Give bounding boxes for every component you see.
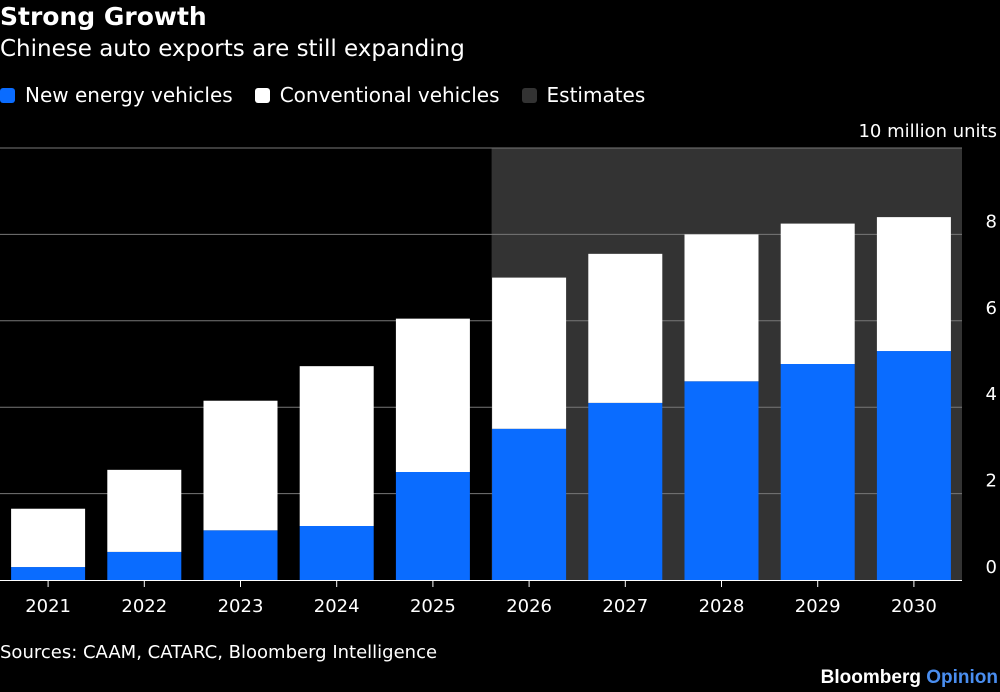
y-tick-label-2: 2: [986, 471, 997, 492]
x-tick-label-2022: 2022: [121, 596, 167, 617]
legend-swatch-conventional: [254, 87, 270, 103]
legend-label-estimates: Estimates: [546, 83, 646, 107]
x-tick-label-2026: 2026: [506, 596, 552, 617]
stacked-bar-chart: 2021 2022 2023 2024 2025 2026 2027 2028 2029 2030…: [0, 121, 997, 617]
bar-nev-2030: [876, 351, 951, 580]
x-tick-label-2024: 2024: [314, 596, 360, 617]
x-tick-label-2029: 2029: [795, 596, 841, 617]
x-tick-label-2021: 2021: [25, 596, 71, 617]
bar-conventional-2024: [299, 366, 374, 526]
legend-label-nev: New energy vehicles: [25, 83, 233, 107]
axis-layer: 2021 2022 2023 2024 2025 2026 2027 2028 2029 2030…: [0, 211, 997, 617]
bar-conventional-2022: [107, 469, 182, 552]
bar-nev-2027: [588, 402, 663, 580]
brand-logo: Bloomberg Opinion: [821, 666, 998, 690]
bar-nev-2026: [492, 428, 567, 580]
x-tick-label-2025: 2025: [410, 596, 456, 617]
x-tick-label-2028: 2028: [699, 596, 745, 617]
bar-conventional-2030: [876, 217, 951, 352]
legend-item-conventional: Conventional vehicles: [254, 83, 500, 107]
bar-nev-2024: [299, 526, 374, 580]
y-tick-label-6: 6: [986, 298, 997, 319]
legend-item-nev: New energy vehicles: [0, 83, 233, 107]
legend-swatch-estimates: [521, 87, 537, 103]
bar-nev-2029: [780, 364, 855, 580]
y-tick-label-0: 0: [986, 557, 997, 578]
bar-conventional-2029: [780, 223, 855, 364]
bar-conventional-2021: [11, 508, 86, 568]
legend-swatch-nev: [0, 87, 15, 103]
legend: New energy vehicles Conventional vehicle…: [0, 80, 667, 110]
bar-conventional-2027: [588, 253, 663, 403]
bar-nev-2022: [107, 551, 182, 580]
bar-conventional-2023: [203, 400, 278, 531]
brand-name: Bloomberg: [820, 667, 921, 688]
bar-nev-2028: [684, 381, 759, 580]
legend-item-estimates: Estimates: [521, 83, 646, 107]
x-tick-label-2027: 2027: [602, 596, 648, 617]
brand-product: Opinion: [926, 667, 998, 688]
bar-nev-2025: [395, 472, 470, 580]
y-tick-label-8: 8: [986, 211, 997, 232]
chart-title: Strong Growth: [0, 2, 207, 31]
y-axis-unit-label: 10 million units: [858, 121, 997, 142]
bar-nev-2023: [203, 530, 278, 580]
bar-conventional-2028: [684, 234, 759, 382]
bar-conventional-2025: [395, 318, 470, 472]
x-tick-label-2030: 2030: [891, 596, 937, 617]
bar-layer: [11, 217, 951, 580]
chart-subtitle: Chinese auto exports are still expanding: [0, 36, 465, 62]
y-tick-label-4: 4: [986, 384, 997, 405]
bar-nev-2021: [11, 567, 86, 580]
bar-conventional-2026: [492, 277, 567, 429]
x-tick-label-2023: 2023: [218, 596, 264, 617]
legend-label-conventional: Conventional vehicles: [279, 83, 500, 107]
source-note: Sources: CAAM, CATARC, Bloomberg Intelli…: [0, 642, 438, 663]
